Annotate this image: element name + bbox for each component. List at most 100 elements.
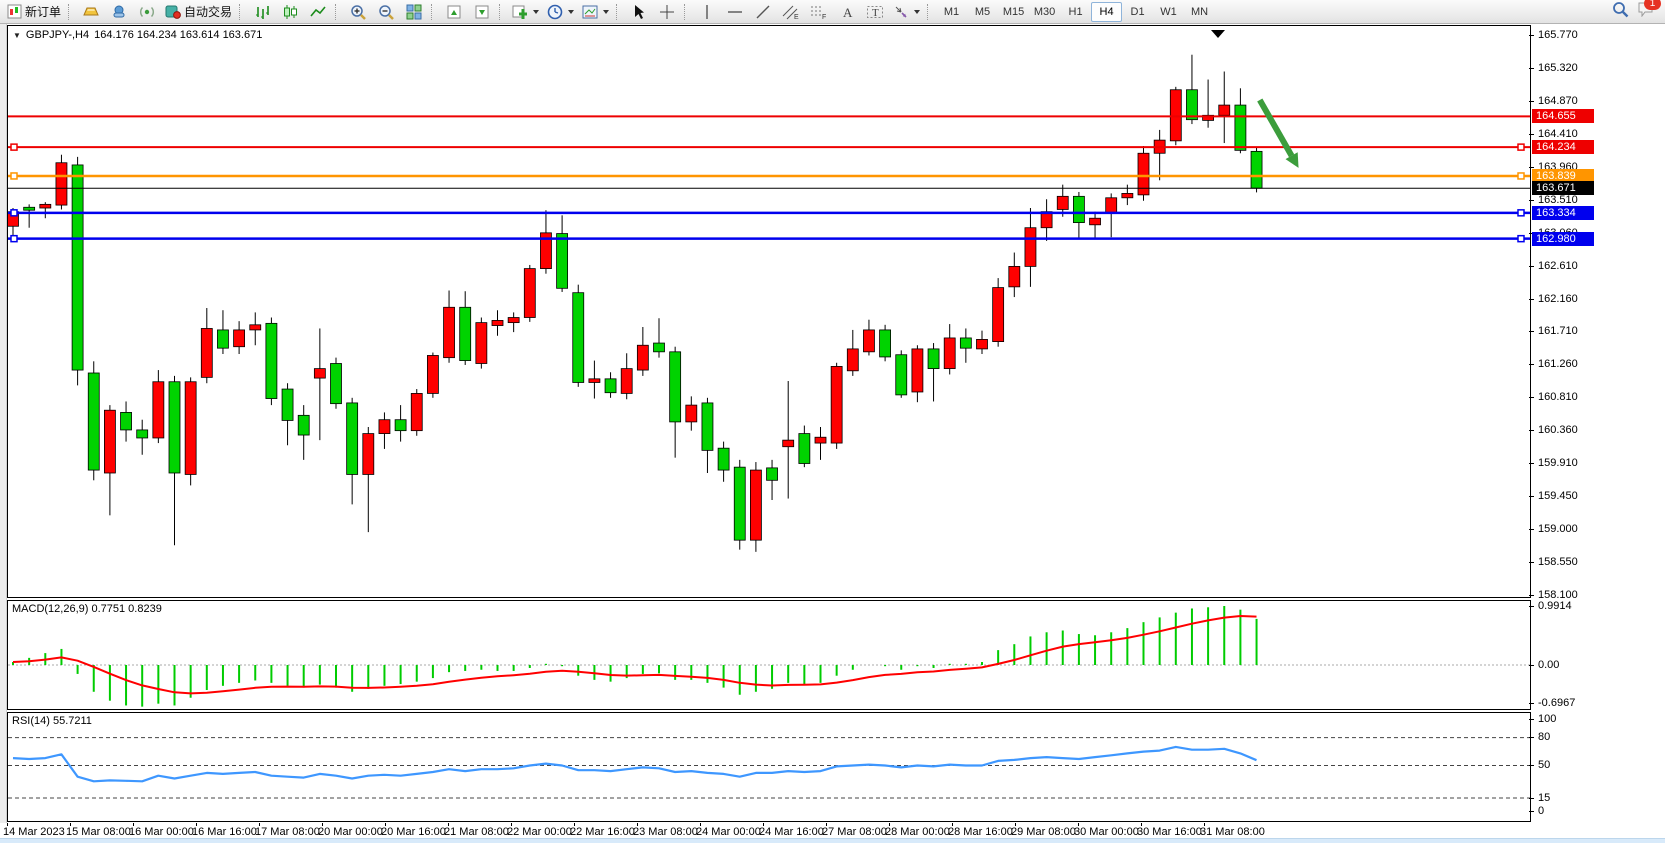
time-tick-mark bbox=[826, 823, 827, 826]
autotrading-label: 自动交易 bbox=[184, 5, 233, 19]
horizontal-line-tool-button[interactable] bbox=[721, 1, 749, 23]
chevron-down-icon bbox=[568, 9, 575, 14]
toolbar: 新订单 自动交易 bbox=[0, 0, 1665, 24]
price-tick-mark bbox=[1529, 562, 1534, 563]
new-order-button[interactable]: 新订单 bbox=[3, 1, 65, 23]
price-badge-163.334: 163.334 bbox=[1532, 206, 1594, 220]
candles-layer bbox=[8, 54, 1263, 552]
tile-windows-button[interactable] bbox=[400, 1, 428, 23]
autotrading-button[interactable]: 自动交易 bbox=[161, 1, 236, 23]
separator bbox=[68, 3, 74, 20]
price-badge-162.980: 162.980 bbox=[1532, 232, 1594, 246]
candlestick-mode-button[interactable] bbox=[276, 1, 304, 23]
price-tick-mark bbox=[1529, 35, 1534, 36]
time-tick-mark bbox=[1078, 823, 1079, 826]
timeframe-mn-button[interactable]: MN bbox=[1190, 5, 1209, 18]
svg-text:T: T bbox=[872, 7, 879, 19]
chart-window-next-button[interactable] bbox=[468, 1, 496, 23]
macd-canvas[interactable] bbox=[8, 601, 1530, 709]
timeframe-group: M1 M5 M15 M30 H1 H4 D1 W1 MN bbox=[936, 1, 1215, 22]
chart-title: ▼ GBPJPY-,H4 164.176 164.234 163.614 163… bbox=[13, 29, 262, 41]
separator bbox=[335, 3, 341, 20]
price-tick-label: 163.510 bbox=[1538, 194, 1578, 206]
price-tick-mark bbox=[1529, 463, 1534, 464]
timeframe-d1-button[interactable]: D1 bbox=[1130, 5, 1145, 18]
price-tick-mark bbox=[1529, 68, 1534, 69]
period-clock-button[interactable] bbox=[543, 1, 578, 23]
time-tick-mark bbox=[763, 823, 764, 826]
time-tick-mark bbox=[385, 823, 386, 826]
time-label: 17 Mar 08:00 bbox=[255, 826, 320, 838]
arrows-tool-button[interactable] bbox=[889, 1, 924, 23]
text-icon: A bbox=[840, 4, 854, 20]
arrows-stamp-icon bbox=[893, 4, 909, 20]
price-tick-mark bbox=[1529, 266, 1534, 267]
trendline-tool-button[interactable] bbox=[749, 1, 777, 23]
price-tick-label: 160.360 bbox=[1538, 424, 1578, 436]
rsi-axis-label: 15 bbox=[1538, 792, 1551, 804]
hline-handle bbox=[1517, 234, 1525, 243]
timeframe-m30-button[interactable]: M30 bbox=[1033, 5, 1056, 18]
timeframe-m5-button[interactable]: M5 bbox=[974, 5, 991, 18]
time-tick-mark bbox=[448, 823, 449, 826]
time-label: 28 Mar 16:00 bbox=[948, 826, 1013, 838]
toolbar-right: 1 bbox=[1612, 0, 1665, 23]
gold-ingot-icon bbox=[83, 4, 99, 19]
signals-button[interactable] bbox=[133, 1, 161, 23]
text-label-tool-button[interactable]: T bbox=[861, 1, 889, 23]
ohlc-values: 164.176 164.234 163.614 163.671 bbox=[94, 29, 263, 41]
macd-axis-label: -0.6967 bbox=[1538, 697, 1576, 709]
market-button[interactable] bbox=[77, 1, 105, 23]
timeframe-m1-button[interactable]: M1 bbox=[943, 5, 960, 18]
separator bbox=[616, 3, 622, 20]
price-tick-label: 165.770 bbox=[1538, 29, 1578, 41]
time-scale[interactable]: 14 Mar 2023 15 Mar 08:00 16 Mar 00:00 16 Ma… bbox=[0, 823, 1665, 838]
timeframe-w1-button[interactable]: W1 bbox=[1160, 5, 1177, 18]
time-tick-mark bbox=[511, 823, 512, 826]
separator bbox=[927, 3, 933, 20]
vertical-line-tool-button[interactable] bbox=[693, 1, 721, 23]
price-tick-label: 160.810 bbox=[1538, 391, 1578, 403]
chart-window-prev-button[interactable] bbox=[440, 1, 468, 23]
bar-chart-mode-button[interactable] bbox=[248, 1, 276, 23]
line-chart-mode-button[interactable] bbox=[304, 1, 332, 23]
price-scale[interactable]: 165.770 165.320 164.870 164.410 163.960 163.5… bbox=[1529, 0, 1665, 843]
tile-windows-icon bbox=[406, 4, 422, 20]
indicators-button[interactable] bbox=[508, 1, 543, 23]
crosshair-tool-button[interactable] bbox=[653, 1, 681, 23]
macd-tick-mark bbox=[1529, 606, 1534, 607]
hline-handle bbox=[10, 234, 18, 243]
time-label: 23 Mar 08:00 bbox=[633, 826, 698, 838]
price-tick-label: 164.410 bbox=[1538, 128, 1578, 140]
price-tick-mark bbox=[1529, 364, 1534, 365]
zoom-in-button[interactable] bbox=[344, 1, 372, 23]
price-badge-164.655: 164.655 bbox=[1532, 109, 1594, 123]
time-tick-mark bbox=[7, 823, 8, 826]
time-tick-mark bbox=[952, 823, 953, 826]
fibonacci-icon: F bbox=[810, 4, 828, 20]
macd-tick-mark bbox=[1529, 665, 1534, 666]
rsi-canvas[interactable] bbox=[8, 713, 1530, 821]
price-tick-label: 159.000 bbox=[1538, 523, 1578, 535]
timeframe-h4-button[interactable]: H4 bbox=[1091, 1, 1123, 22]
cursor-tool-button[interactable] bbox=[625, 1, 653, 23]
hline-handle bbox=[10, 143, 18, 151]
macd-axis-label: 0.9914 bbox=[1538, 600, 1572, 612]
notifications-button[interactable]: 1 bbox=[1637, 0, 1661, 22]
text-tool-button[interactable]: A bbox=[833, 1, 861, 23]
search-button[interactable] bbox=[1612, 1, 1629, 23]
price-tick-label: 161.710 bbox=[1538, 325, 1578, 337]
hline-handle bbox=[10, 209, 18, 217]
hline-handle bbox=[1517, 209, 1525, 217]
zoom-out-button[interactable] bbox=[372, 1, 400, 23]
timeframe-h1-button[interactable]: H1 bbox=[1068, 5, 1083, 18]
templates-button[interactable] bbox=[578, 1, 613, 23]
line-chart-icon bbox=[310, 4, 326, 20]
price-tick-label: 161.260 bbox=[1538, 358, 1578, 370]
timeframe-m15-button[interactable]: M15 bbox=[1002, 5, 1025, 18]
fibonacci-tool-button[interactable]: F bbox=[805, 1, 833, 23]
expert-advisors-button[interactable] bbox=[105, 1, 133, 23]
price-chart-canvas[interactable] bbox=[8, 26, 1530, 597]
equidistant-channel-tool-button[interactable]: E bbox=[777, 1, 805, 23]
rsi-axis-label: 100 bbox=[1538, 713, 1557, 725]
